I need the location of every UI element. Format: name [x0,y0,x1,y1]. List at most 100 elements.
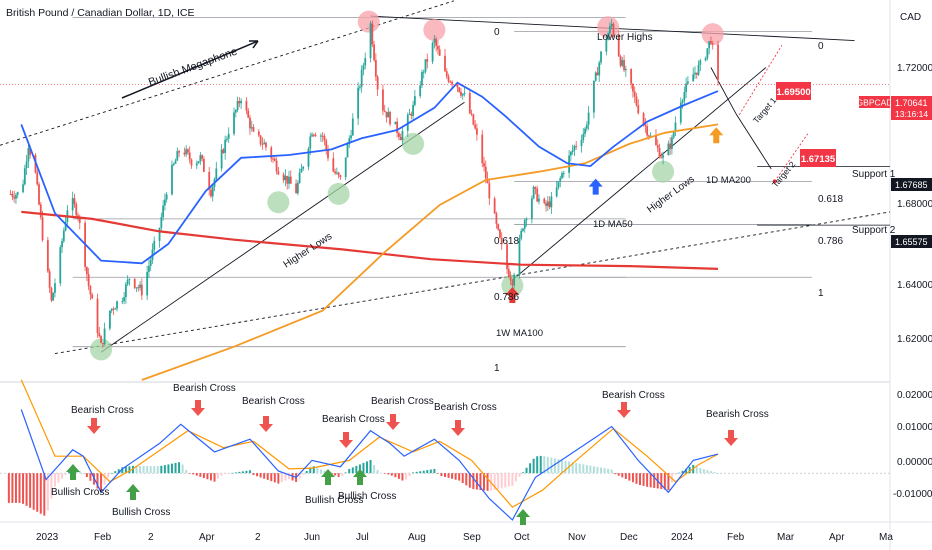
candle-body [694,72,696,75]
signal-arrows-layer [66,127,738,525]
macd-histogram-bar [500,473,503,489]
candle-body [396,121,399,134]
macd-histogram-bar [302,473,305,475]
macd-histogram-bar [270,473,273,482]
candle-body [548,201,551,208]
macd-histogram-bar [266,473,269,480]
candle-body [227,133,230,139]
macd-histogram-bar [475,473,478,490]
macd-histogram-bar [511,473,514,486]
ma200-support-arrow [709,127,724,144]
ma100w-support-arrow [505,286,520,303]
support1-price-tag[interactable]: 1.67685 [891,178,932,191]
macd-tick: 0.00000 [897,457,932,468]
macd-histogram-bar [89,473,92,481]
candle-body [463,92,466,94]
bullish-cross-arrow [516,509,530,525]
candle-body [233,112,235,134]
candle-body [555,187,558,197]
candle-body [133,278,136,288]
candle-body [408,113,411,115]
target1-box[interactable]: 1.69500 [776,82,811,100]
macd-histogram-bar [85,473,88,477]
macd-histogram-bar [181,464,184,474]
candle-body [474,124,477,129]
candle-body [511,280,514,286]
candle-body [612,23,615,35]
symbol-price-tag[interactable]: GBPCAD 1.70641 13:16:14 [857,96,932,120]
macd-histogram-bar [465,473,468,486]
candle-body [468,92,471,114]
candle-body [493,198,496,214]
chart-title: British Pound / Canadian Dollar, 1D, ICE [6,7,195,19]
candle-body [509,277,512,281]
candle-body [419,85,422,97]
macd-histogram-bar [610,469,613,474]
bearish-cross-arrow [87,418,101,434]
candle-body [681,100,684,103]
macd-histogram-bar [380,472,383,474]
macd-histogram-bar [369,459,372,474]
candle-body [401,130,404,141]
macd-histogram-bar [717,473,720,474]
macd-histogram-bar [702,469,705,474]
macd-histogram-bar [557,459,560,474]
macd-histogram-bar [433,468,436,474]
macd-histogram-bar [362,462,365,474]
macd-histogram-bar [621,473,624,478]
macd-axis[interactable]: 0.02000 0.01000 0.00000 -0.01000 [893,390,932,500]
candle-body [569,151,572,156]
macd-histogram-bar [121,467,124,474]
macd-histogram-bar [39,473,42,514]
macd-histogram-bar [660,473,663,490]
macd-histogram-bar [64,473,67,475]
macd-histogram-bar [373,464,376,474]
macd-histogram-bar [507,473,510,487]
macd-histogram-bar [82,473,85,474]
time-tick: Nov [568,532,586,543]
candle-body [633,91,636,97]
candle-body [335,172,338,174]
candle-body [263,142,266,145]
macd-histogram-bar [96,473,99,489]
candle-body [472,114,475,125]
candle-body [619,56,622,66]
candle-body [272,158,274,160]
candle-body [488,183,491,199]
candle-body [438,49,441,56]
fib-right-786: 0.786 [818,236,843,247]
macd-histogram-bar [589,465,592,474]
macd-histogram-bar [419,471,422,474]
bearish-cross-arrow [724,430,738,446]
macd-histogram-bar [539,455,542,474]
macd-histogram-bar [571,462,574,474]
bearish-cross-arrow [259,416,273,432]
candle-body [394,121,397,125]
candle-body [250,127,253,129]
time-axis[interactable]: 2023 Feb 2 Apr 2 Jun Jul Aug Sep Oct Nov… [36,532,893,543]
candle-body [165,194,168,200]
bearish-cross-label: Bearish Cross [242,396,305,407]
candle-body [350,135,352,139]
macd-histogram-bar [117,469,120,474]
candle-body [201,155,204,159]
target2-box[interactable]: 1.67135 [800,149,836,167]
macd-histogram-bar [238,471,241,474]
macd-histogram-bar [22,473,25,504]
candle-body [699,60,702,65]
support2-price-tag[interactable]: 1.65575 [891,235,932,248]
price-axis[interactable]: 1.72000 1.68000 1.64000 1.62000 [897,63,932,345]
bullish-cross-arrow [321,469,335,485]
candle-body [234,110,237,113]
candle-body [199,155,202,162]
candle-body [500,237,503,245]
candle-body [506,244,508,270]
macd-histogram-bar [256,473,259,477]
time-tick: Oct [514,532,530,543]
candle-body [433,38,436,43]
candle-body [89,286,92,295]
macd-histogram-bar [440,473,443,477]
candle-body [96,298,99,334]
ma100w-line [21,210,719,270]
